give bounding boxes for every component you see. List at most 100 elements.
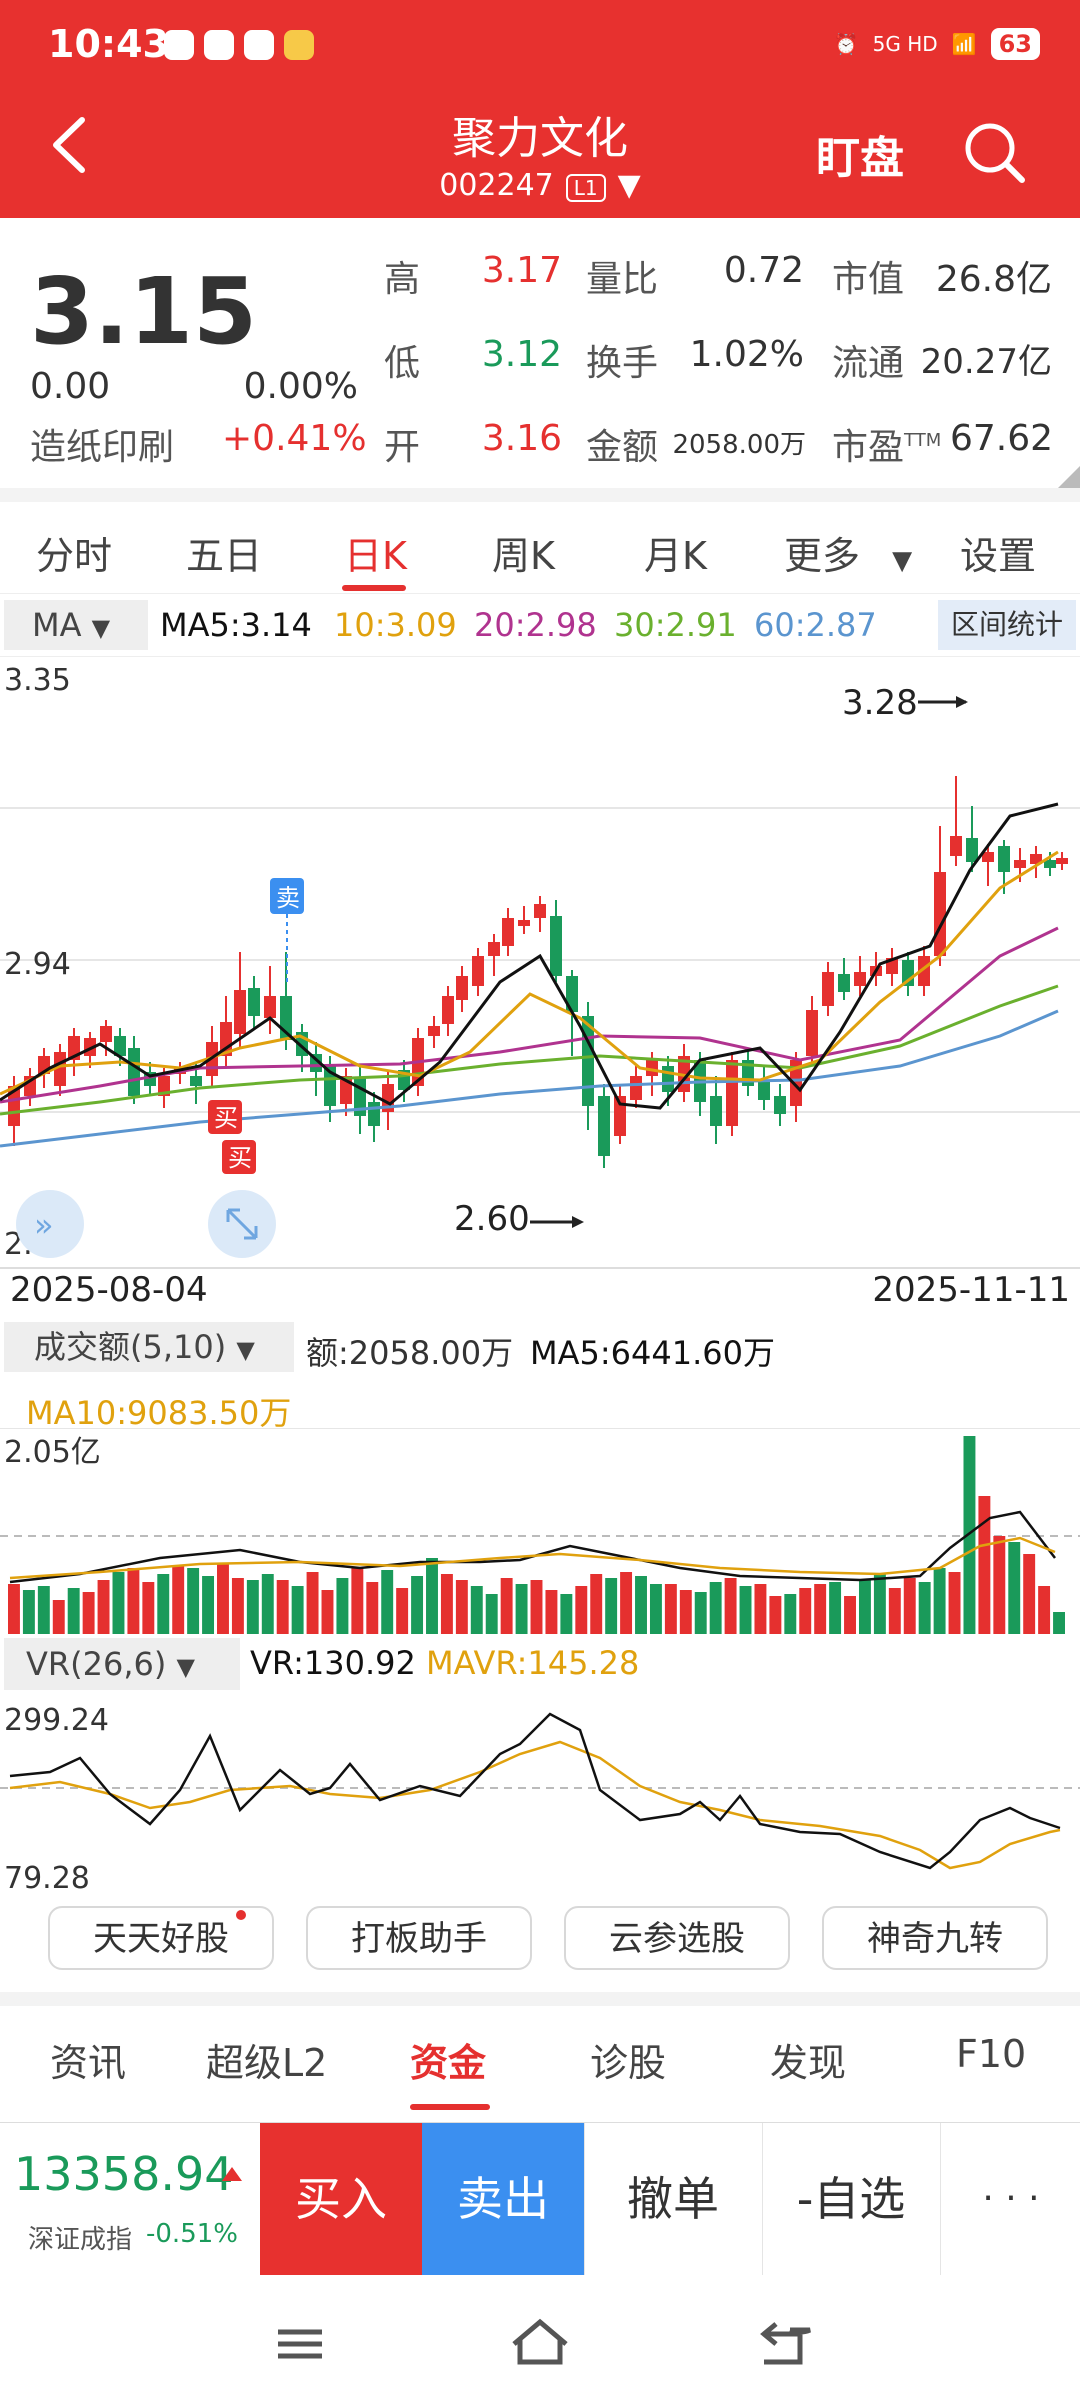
- vr-indicator-selector[interactable]: VR(26,6) ▼: [4, 1638, 240, 1690]
- buy-button[interactable]: 买入: [260, 2123, 422, 2275]
- sell-button[interactable]: 卖出: [422, 2123, 584, 2275]
- tab-monthly-k[interactable]: 月K: [644, 534, 707, 578]
- caret-down-icon: ▼: [617, 168, 641, 203]
- double-chevron-icon: »: [34, 1206, 54, 1244]
- candlestick-series: [8, 776, 1068, 1168]
- candle-body: [966, 838, 978, 862]
- kline-chart[interactable]: 3.35 2.94 2.53 3.28 2.60 卖 买 买 »: [0, 656, 1080, 1270]
- tab-daily-k[interactable]: 日K: [344, 534, 407, 578]
- sell-signal-marker[interactable]: [270, 878, 304, 914]
- quote-panel: 3.15 0.00 0.00% 造纸印刷 +0.41% 高 3.17 低 3.1…: [0, 218, 1080, 488]
- sector-name[interactable]: 造纸印刷: [30, 427, 175, 468]
- volume-bar: [590, 1574, 603, 1634]
- stock-code-selector[interactable]: 002247 L1 ▼: [0, 168, 1080, 203]
- volume-bar: [52, 1600, 65, 1634]
- range-stat-button[interactable]: 区间统计: [938, 600, 1076, 650]
- candle-body: [8, 1086, 20, 1126]
- active-tab-indicator: [410, 2104, 490, 2110]
- tool-cloud-screener-button[interactable]: 云参选股: [564, 1906, 790, 1970]
- volume-bar: [396, 1588, 409, 1634]
- volume-bar: [8, 1584, 20, 1634]
- home-icon[interactable]: [512, 2318, 568, 2365]
- volume-bar: [112, 1572, 125, 1634]
- volume-bar: [172, 1566, 185, 1634]
- volume-bar: [276, 1580, 289, 1634]
- volume-bar: [694, 1592, 707, 1634]
- tab-f10[interactable]: F10: [956, 2032, 1027, 2076]
- vr-legend: VR(26,6) ▼ VR:130.92 MAVR:145.28: [0, 1634, 1080, 1694]
- back-nav-icon[interactable]: [760, 2322, 811, 2365]
- buy-signal-marker[interactable]: [222, 1140, 256, 1174]
- max-price-annotation: 3.28: [842, 683, 918, 723]
- tool-limit-up-helper-button[interactable]: 打板助手: [306, 1906, 532, 1970]
- volume-ma5-line: [9, 1510, 1056, 1584]
- buy-signal-label: 买: [214, 1104, 238, 1132]
- ma60-value: 60:2.87: [754, 606, 877, 644]
- pe-value: 67.62: [950, 418, 1054, 459]
- app-notification-icon: [164, 30, 194, 60]
- volume-bar: [858, 1580, 871, 1634]
- tool-daily-picks-button[interactable]: 天天好股: [48, 1906, 274, 1970]
- tab-more[interactable]: 更多 ▼: [784, 525, 912, 580]
- volume-selector-label: 成交额(5,10): [34, 1328, 227, 1366]
- volume-bar: [142, 1582, 155, 1634]
- volume-bar: [381, 1570, 394, 1634]
- expand-panel-button[interactable]: [16, 1190, 84, 1258]
- tab-news[interactable]: 资讯: [50, 2041, 127, 2085]
- candle-body: [1056, 858, 1068, 864]
- menu-icon[interactable]: [278, 2329, 322, 2359]
- ma-selector[interactable]: MA ▼: [4, 600, 148, 650]
- ma30-line: [0, 984, 1059, 1116]
- tab-more-label: 更多: [784, 534, 861, 578]
- tab-diagnosis[interactable]: 诊股: [590, 2041, 667, 2085]
- volume-bar: [426, 1558, 438, 1634]
- market-cap-label: 市值: [832, 259, 905, 300]
- back-icon[interactable]: [40, 110, 100, 180]
- volume-bar: [1008, 1542, 1021, 1634]
- high-value: 3.17: [481, 250, 562, 291]
- ma5-value: MA5:3.14: [160, 606, 312, 644]
- expand-corner-icon[interactable]: [1058, 466, 1080, 488]
- search-icon[interactable]: [960, 118, 1030, 188]
- volume-bar: [963, 1436, 976, 1634]
- open-label: 开: [384, 427, 421, 468]
- volume-bar: [948, 1572, 961, 1634]
- stock-code: 002247: [439, 168, 554, 203]
- ma10-line: [0, 850, 1059, 1096]
- volume-indicator-selector[interactable]: 成交额(5,10) ▼: [4, 1322, 294, 1372]
- signal-icon: 5G HD: [872, 32, 938, 56]
- turnover-label: 换手: [586, 343, 659, 384]
- volume-y-max: 2.05亿: [4, 1435, 101, 1470]
- buy-signal-marker[interactable]: [208, 1100, 242, 1134]
- vol-ratio-label: 量比: [586, 259, 659, 300]
- tab-funds[interactable]: 资金: [410, 2041, 487, 2085]
- volume-bar: [978, 1496, 991, 1634]
- tab-weekly-k[interactable]: 周K: [492, 534, 555, 578]
- tab-super-l2[interactable]: 超级L2: [206, 2041, 328, 2085]
- ma-lines: [0, 802, 1059, 1148]
- volume-bar: [1038, 1586, 1051, 1634]
- tool-magic-nine-button[interactable]: 神奇九转: [822, 1906, 1048, 1970]
- more-button[interactable]: · · ·: [940, 2123, 1080, 2275]
- tab-discover[interactable]: 发现: [770, 2041, 847, 2085]
- tab-settings[interactable]: 设置: [960, 534, 1037, 578]
- volume-bar: [306, 1572, 319, 1634]
- candle-body: [456, 976, 468, 1000]
- notification-dot: [236, 1910, 246, 1920]
- period-tabs: 分时 五日 日K 周K 月K 更多 ▼ 设置: [0, 505, 1080, 594]
- cancel-order-button[interactable]: 撤单: [584, 2123, 761, 2275]
- tab-five-day[interactable]: 五日: [186, 534, 263, 578]
- watch-button[interactable]: 盯盘: [816, 133, 904, 184]
- volume-bar: [605, 1578, 618, 1634]
- wifi-icon: 📶: [951, 32, 977, 56]
- volume-bar: [411, 1576, 424, 1634]
- turnover-value: 1.02%: [689, 334, 804, 375]
- index-name: 深证成指: [28, 2225, 133, 2255]
- volume-bar: [261, 1574, 274, 1634]
- vr-line: [9, 1712, 1061, 1870]
- candle-body: [428, 1026, 440, 1036]
- watchlist-remove-button[interactable]: -自选: [762, 2123, 939, 2275]
- volume-legend: 成交额(5,10) ▼ 额:2058.00万 MA5:6441.60万 MA10…: [0, 1318, 1080, 1432]
- tab-intraday[interactable]: 分时: [36, 534, 113, 578]
- index-value[interactable]: 13358.94: [14, 2147, 234, 2201]
